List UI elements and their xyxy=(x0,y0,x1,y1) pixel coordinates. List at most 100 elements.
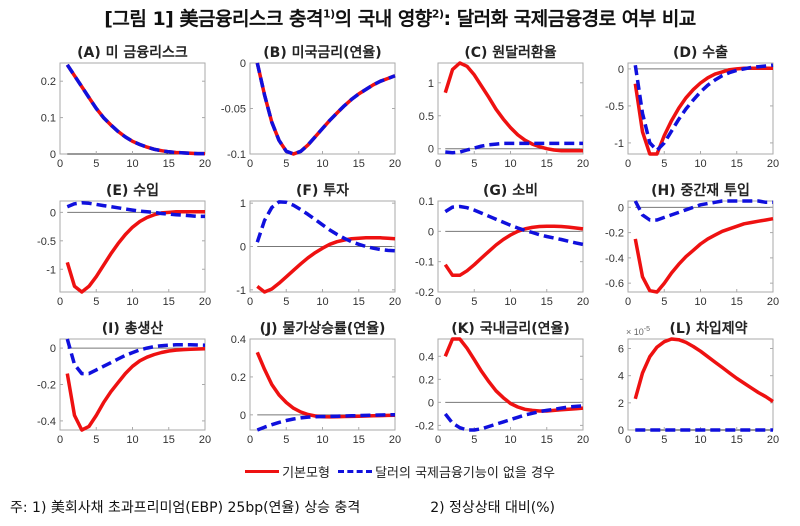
x-tick-label: 0 xyxy=(435,434,441,446)
x-tick-label: 5 xyxy=(471,296,477,308)
legend-label-nodollar: 달러의 국제금융기능이 없을 경우 xyxy=(375,466,555,481)
x-tick-label: 5 xyxy=(283,158,289,170)
y-tick-label: 0.2 xyxy=(231,372,246,384)
x-tick-label: 10 xyxy=(316,296,328,308)
x-tick-label: 5 xyxy=(93,296,99,308)
panel-title: (G) 소비 xyxy=(483,183,538,199)
panel-title: (J) 물가상승률(연율) xyxy=(260,320,386,337)
y-tick-label: -0.2 xyxy=(415,287,434,299)
y-tick-label: 0.2 xyxy=(41,76,56,88)
title-footnote-2: 2) xyxy=(431,7,444,21)
axis-exponent: -5 xyxy=(644,326,650,333)
x-tick-label: 0 xyxy=(625,296,631,308)
y-tick-label: 0.5 xyxy=(419,111,434,123)
x-tick-label: 5 xyxy=(471,434,477,446)
x-tick-label: 15 xyxy=(731,434,743,446)
y-tick-label: 0.1 xyxy=(419,196,434,208)
y-tick-label: -0.2 xyxy=(605,228,624,240)
y-tick-label: -0.2 xyxy=(415,420,434,432)
y-tick-label: 0 xyxy=(240,242,246,254)
y-tick-label: 1 xyxy=(240,198,246,210)
series-line-base xyxy=(443,61,583,153)
x-tick-label: 15 xyxy=(353,296,365,308)
panel-e: (E) 수입 0 5 10 15 20 -1 -0.5 0 xyxy=(37,183,211,308)
y-tick-label: -0.1 xyxy=(415,257,434,269)
y-tick-label: -1 xyxy=(46,264,56,276)
x-tick-label: 0 xyxy=(435,158,441,170)
series-line-nodollar xyxy=(443,404,584,432)
title-main: [그림 1] 美금융리스크 충격 xyxy=(104,8,323,30)
y-tick-label: 0.1 xyxy=(41,113,56,125)
x-tick-label: 0 xyxy=(57,158,63,170)
x-tick-label: 0 xyxy=(57,296,63,308)
panel-f: (F) 투자0 5 10 15 20-101 xyxy=(236,183,401,308)
y-tick-label: 0 xyxy=(618,202,624,214)
x-tick-label: 0 xyxy=(247,296,253,308)
y-tick-label: -0.4 xyxy=(37,416,56,428)
x-tick-label: 20 xyxy=(577,296,589,308)
panel-title: (K) 국내금리(연율) xyxy=(451,320,570,337)
series-line-nodollar xyxy=(445,141,583,155)
series-line-nodollar xyxy=(66,200,205,219)
x-tick-label: 0 xyxy=(247,158,253,170)
x-tick-label: 10 xyxy=(694,158,706,170)
footnote-2: 2) 정상상태 대비(%) xyxy=(430,500,555,516)
series-line-base xyxy=(256,236,396,294)
series-line-nodollar xyxy=(256,413,395,432)
series-line-base xyxy=(443,224,584,278)
panel-h: (H) 중간재 투입 0 5 10 15 20 -0.6 -0.4 -0.2 0 xyxy=(605,182,779,308)
x-tick-label: 5 xyxy=(471,158,477,170)
x-tick-label: 5 xyxy=(93,434,99,446)
series-line-nodollar xyxy=(255,62,396,156)
y-tick-label: 6 xyxy=(618,344,624,356)
y-tick-label: -0.4 xyxy=(605,253,624,265)
y-tick-label: 1 xyxy=(428,78,434,90)
x-tick-label: 5 xyxy=(661,296,667,308)
footnote: 주: 1) 美회사채 초과프리미엄(EBP) 25bp(연율) 상승 충격 2) … xyxy=(10,497,790,517)
y-tick-label: 0.2 xyxy=(419,374,434,386)
x-tick-label: 10 xyxy=(126,158,138,170)
panel-i: (I) 총생산 0 5 10 15 20 -0.4 -0.2 0 xyxy=(37,320,211,446)
x-tick-label: 10 xyxy=(504,296,516,308)
plot-frame xyxy=(437,62,584,155)
y-tick-label: -0.05 xyxy=(221,104,246,116)
series-line-nodollar xyxy=(65,63,205,156)
panel-title: (L) 차입제약 xyxy=(669,320,747,337)
x-tick-label: 5 xyxy=(283,296,289,308)
y-tick-label: 0 xyxy=(428,226,434,238)
x-tick-label: 20 xyxy=(389,296,401,308)
x-tick-label: 20 xyxy=(767,296,779,308)
axis-exponent-label: × 10-5 xyxy=(626,326,650,337)
y-tick-label: 0 xyxy=(428,397,434,409)
series-line-base xyxy=(65,210,205,294)
x-tick-label: 5 xyxy=(283,434,289,446)
panel-l: (L) 차입제약 × 10-5 0 5 10 15 20 0 2 4 6 xyxy=(618,320,779,446)
x-tick-label: 15 xyxy=(731,158,743,170)
x-tick-label: 5 xyxy=(93,158,99,170)
y-tick-label: -0.1 xyxy=(227,149,246,161)
x-tick-label: 5 xyxy=(661,434,667,446)
x-tick-label: 15 xyxy=(541,296,553,308)
x-tick-label: 20 xyxy=(389,158,401,170)
panel-title: (F) 투자 xyxy=(296,183,349,199)
y-tick-label: -0.2 xyxy=(37,380,56,392)
x-tick-label: 0 xyxy=(247,434,253,446)
title-mid: 의 국내 영향 xyxy=(334,8,433,30)
x-tick-label: 20 xyxy=(389,434,401,446)
legend: 기본모형 달러의 국제금융기능이 없을 경우 xyxy=(0,462,800,481)
panel-title: (A) 미 금융리스크 xyxy=(77,45,188,61)
x-tick-label: 10 xyxy=(504,158,516,170)
x-tick-label: 15 xyxy=(163,158,175,170)
x-tick-label: 10 xyxy=(316,434,328,446)
x-tick-label: 20 xyxy=(767,158,779,170)
x-tick-label: 10 xyxy=(126,434,138,446)
series-line-nodollar xyxy=(444,204,584,247)
x-tick-label: 0 xyxy=(57,434,63,446)
x-tick-label: 20 xyxy=(199,158,211,170)
series-line-base xyxy=(443,337,584,413)
series-line-nodollar xyxy=(65,338,206,376)
series-line-base xyxy=(255,351,396,419)
panel-k: (K) 국내금리(연율)0 5 10 15 20-0.200.20.4 xyxy=(415,320,589,446)
plot-frame xyxy=(437,200,584,293)
